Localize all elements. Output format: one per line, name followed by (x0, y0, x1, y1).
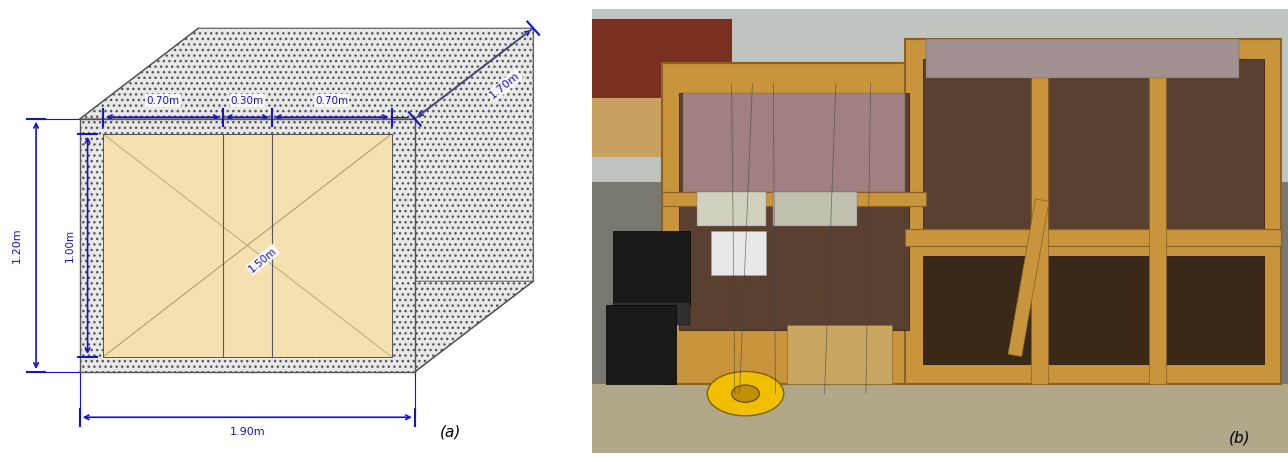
Polygon shape (80, 28, 533, 119)
Bar (592, 384, 1288, 453)
Bar (592, 19, 732, 108)
Bar (1030, 39, 1048, 384)
Bar (926, 39, 1239, 78)
Text: 1.70m: 1.70m (488, 70, 522, 101)
Bar (683, 93, 905, 192)
Text: (b): (b) (1229, 431, 1251, 445)
Bar (662, 192, 926, 207)
Text: 1.20m: 1.20m (12, 228, 22, 263)
Bar (592, 98, 697, 157)
Polygon shape (103, 134, 392, 357)
Bar (592, 9, 1288, 182)
Bar (662, 63, 926, 384)
Bar (922, 255, 1264, 364)
Polygon shape (80, 119, 415, 372)
Text: 1.50m: 1.50m (247, 245, 278, 274)
Ellipse shape (732, 385, 760, 402)
Polygon shape (415, 28, 533, 372)
Text: (a): (a) (440, 424, 461, 439)
Text: 0.70m: 0.70m (316, 96, 348, 105)
Ellipse shape (707, 371, 783, 416)
Text: 0.30m: 0.30m (231, 96, 264, 105)
Polygon shape (80, 281, 533, 372)
Bar (1149, 39, 1167, 384)
Bar (613, 231, 690, 305)
Bar (905, 39, 1282, 384)
Bar (711, 231, 766, 275)
Bar (773, 192, 857, 226)
Bar (592, 182, 1288, 453)
Bar (613, 303, 690, 325)
Bar (607, 305, 676, 384)
Bar (680, 93, 909, 329)
Bar (787, 325, 891, 384)
Text: 1.90m: 1.90m (229, 426, 265, 437)
Bar (697, 192, 766, 226)
Bar (922, 59, 1264, 231)
Bar (1009, 199, 1050, 357)
Bar (905, 229, 1282, 246)
Text: 0.70m: 0.70m (147, 96, 179, 105)
Text: 1.00m: 1.00m (64, 229, 75, 262)
Polygon shape (103, 134, 392, 357)
